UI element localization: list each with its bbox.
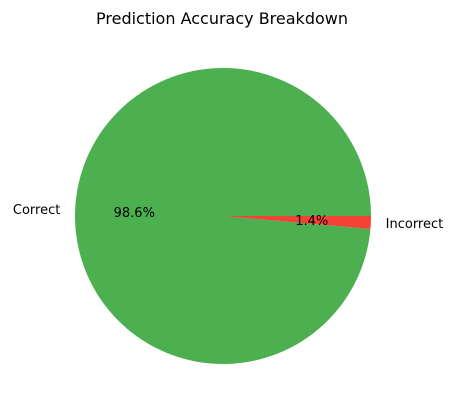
pie-labels: Correct 98.6% Incorrect 1.4% (13, 203, 443, 232)
slice-label-incorrect: Incorrect (386, 217, 444, 232)
pie-slices (75, 67, 372, 364)
pie-slice-incorrect (223, 216, 371, 230)
pie-slice-correct (75, 67, 372, 364)
pct-label-incorrect: 1.4% (295, 214, 328, 229)
slice-label-correct: Correct (13, 203, 60, 218)
pct-label-correct: 98.6% (114, 206, 155, 221)
chart-title: Prediction Accuracy Breakdown (96, 9, 348, 28)
